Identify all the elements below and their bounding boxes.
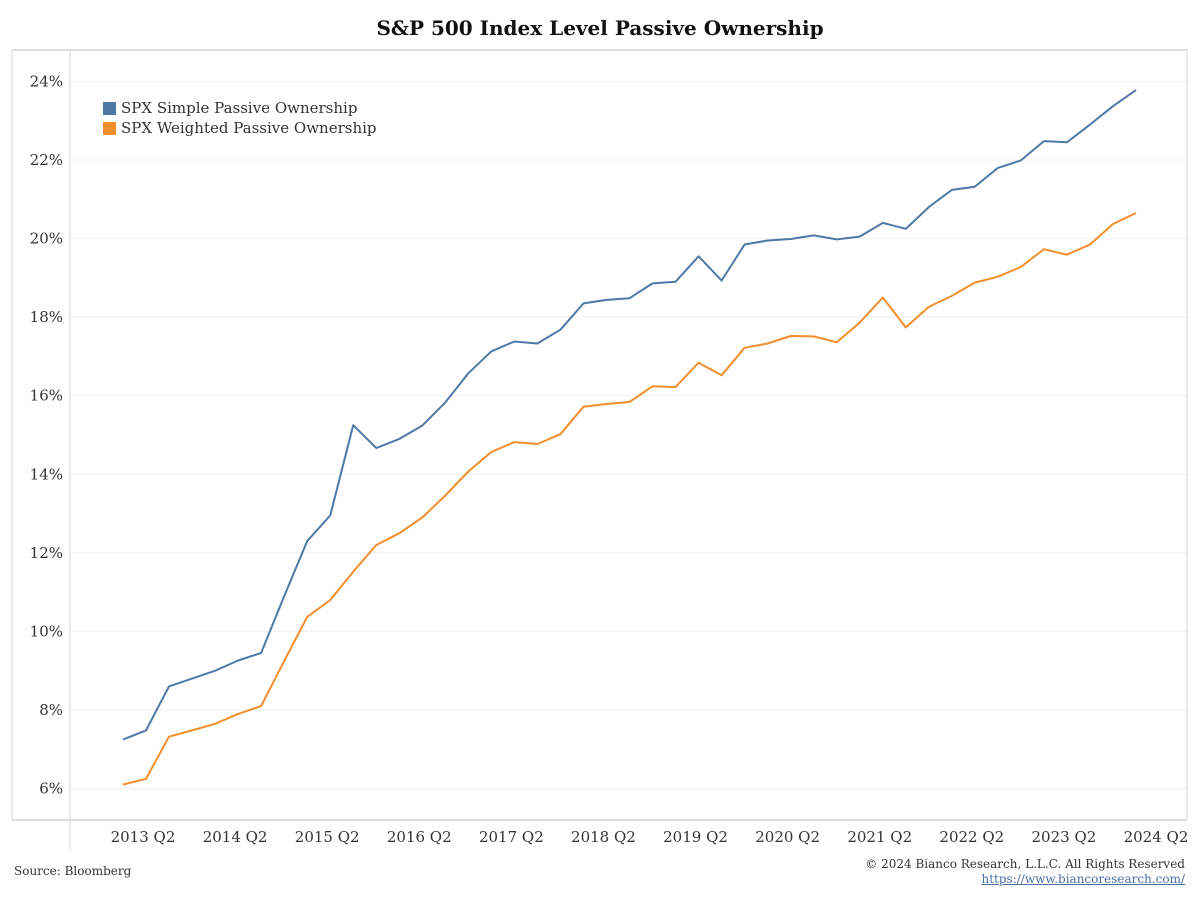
series-line-weighted (122, 212, 1137, 786)
y-tick-label: 22% (30, 151, 63, 169)
y-tick-label: 16% (30, 387, 63, 405)
x-tick-label: 2019 Q2 (663, 828, 728, 846)
website-link[interactable]: https://www.biancoresearch.com/ (981, 872, 1185, 886)
series-lines (122, 89, 1137, 786)
x-tick-label: 2016 Q2 (387, 828, 452, 846)
grid-lines (70, 80, 1187, 790)
source-note: Source: Bloomberg (14, 864, 132, 878)
y-tick-label: 14% (30, 465, 63, 483)
y-tick-label: 12% (30, 544, 63, 562)
legend-label-weighted: SPX Weighted Passive Ownership (121, 119, 377, 137)
x-tick-label: 2014 Q2 (203, 828, 268, 846)
y-tick-label: 24% (30, 72, 63, 90)
x-tick-label: 2013 Q2 (111, 828, 176, 846)
x-tick-label: 2022 Q2 (939, 828, 1004, 846)
y-tick-label: 18% (30, 308, 63, 326)
legend-label-simple: SPX Simple Passive Ownership (121, 99, 358, 117)
x-tick-label: 2015 Q2 (295, 828, 360, 846)
x-tick-label: 2021 Q2 (847, 828, 912, 846)
y-tick-label: 6% (39, 780, 63, 798)
plot-frame (11, 49, 1188, 850)
copyright-note: © 2024 Bianco Research, L.L.C. All Right… (865, 857, 1185, 871)
y-tick-label: 20% (30, 230, 63, 248)
y-axis-ticks: 6% 8% 10% 12% 14% 16% 18% 20% 22% 24% (30, 72, 63, 797)
legend-item-weighted: SPX Weighted Passive Ownership (103, 119, 377, 137)
chart-title: S&P 500 Index Level Passive Ownership (376, 16, 824, 40)
legend-swatch-weighted (103, 121, 116, 135)
series-line-simple (122, 89, 1137, 741)
x-tick-label: 2017 Q2 (479, 828, 544, 846)
legend-item-simple: SPX Simple Passive Ownership (103, 99, 357, 117)
x-tick-label: 2023 Q2 (1032, 828, 1097, 846)
x-axis-ticks: 2013 Q2 2014 Q2 2015 Q2 2016 Q2 2017 Q2 2018 … (111, 828, 1189, 846)
x-tick-label: 2020 Q2 (755, 828, 820, 846)
y-tick-label: 10% (30, 622, 63, 640)
x-tick-label: 2024 Q2 (1124, 828, 1189, 846)
y-tick-label: 8% (39, 701, 63, 719)
legend-swatch-simple (103, 101, 116, 115)
x-tick-label: 2018 Q2 (571, 828, 636, 846)
